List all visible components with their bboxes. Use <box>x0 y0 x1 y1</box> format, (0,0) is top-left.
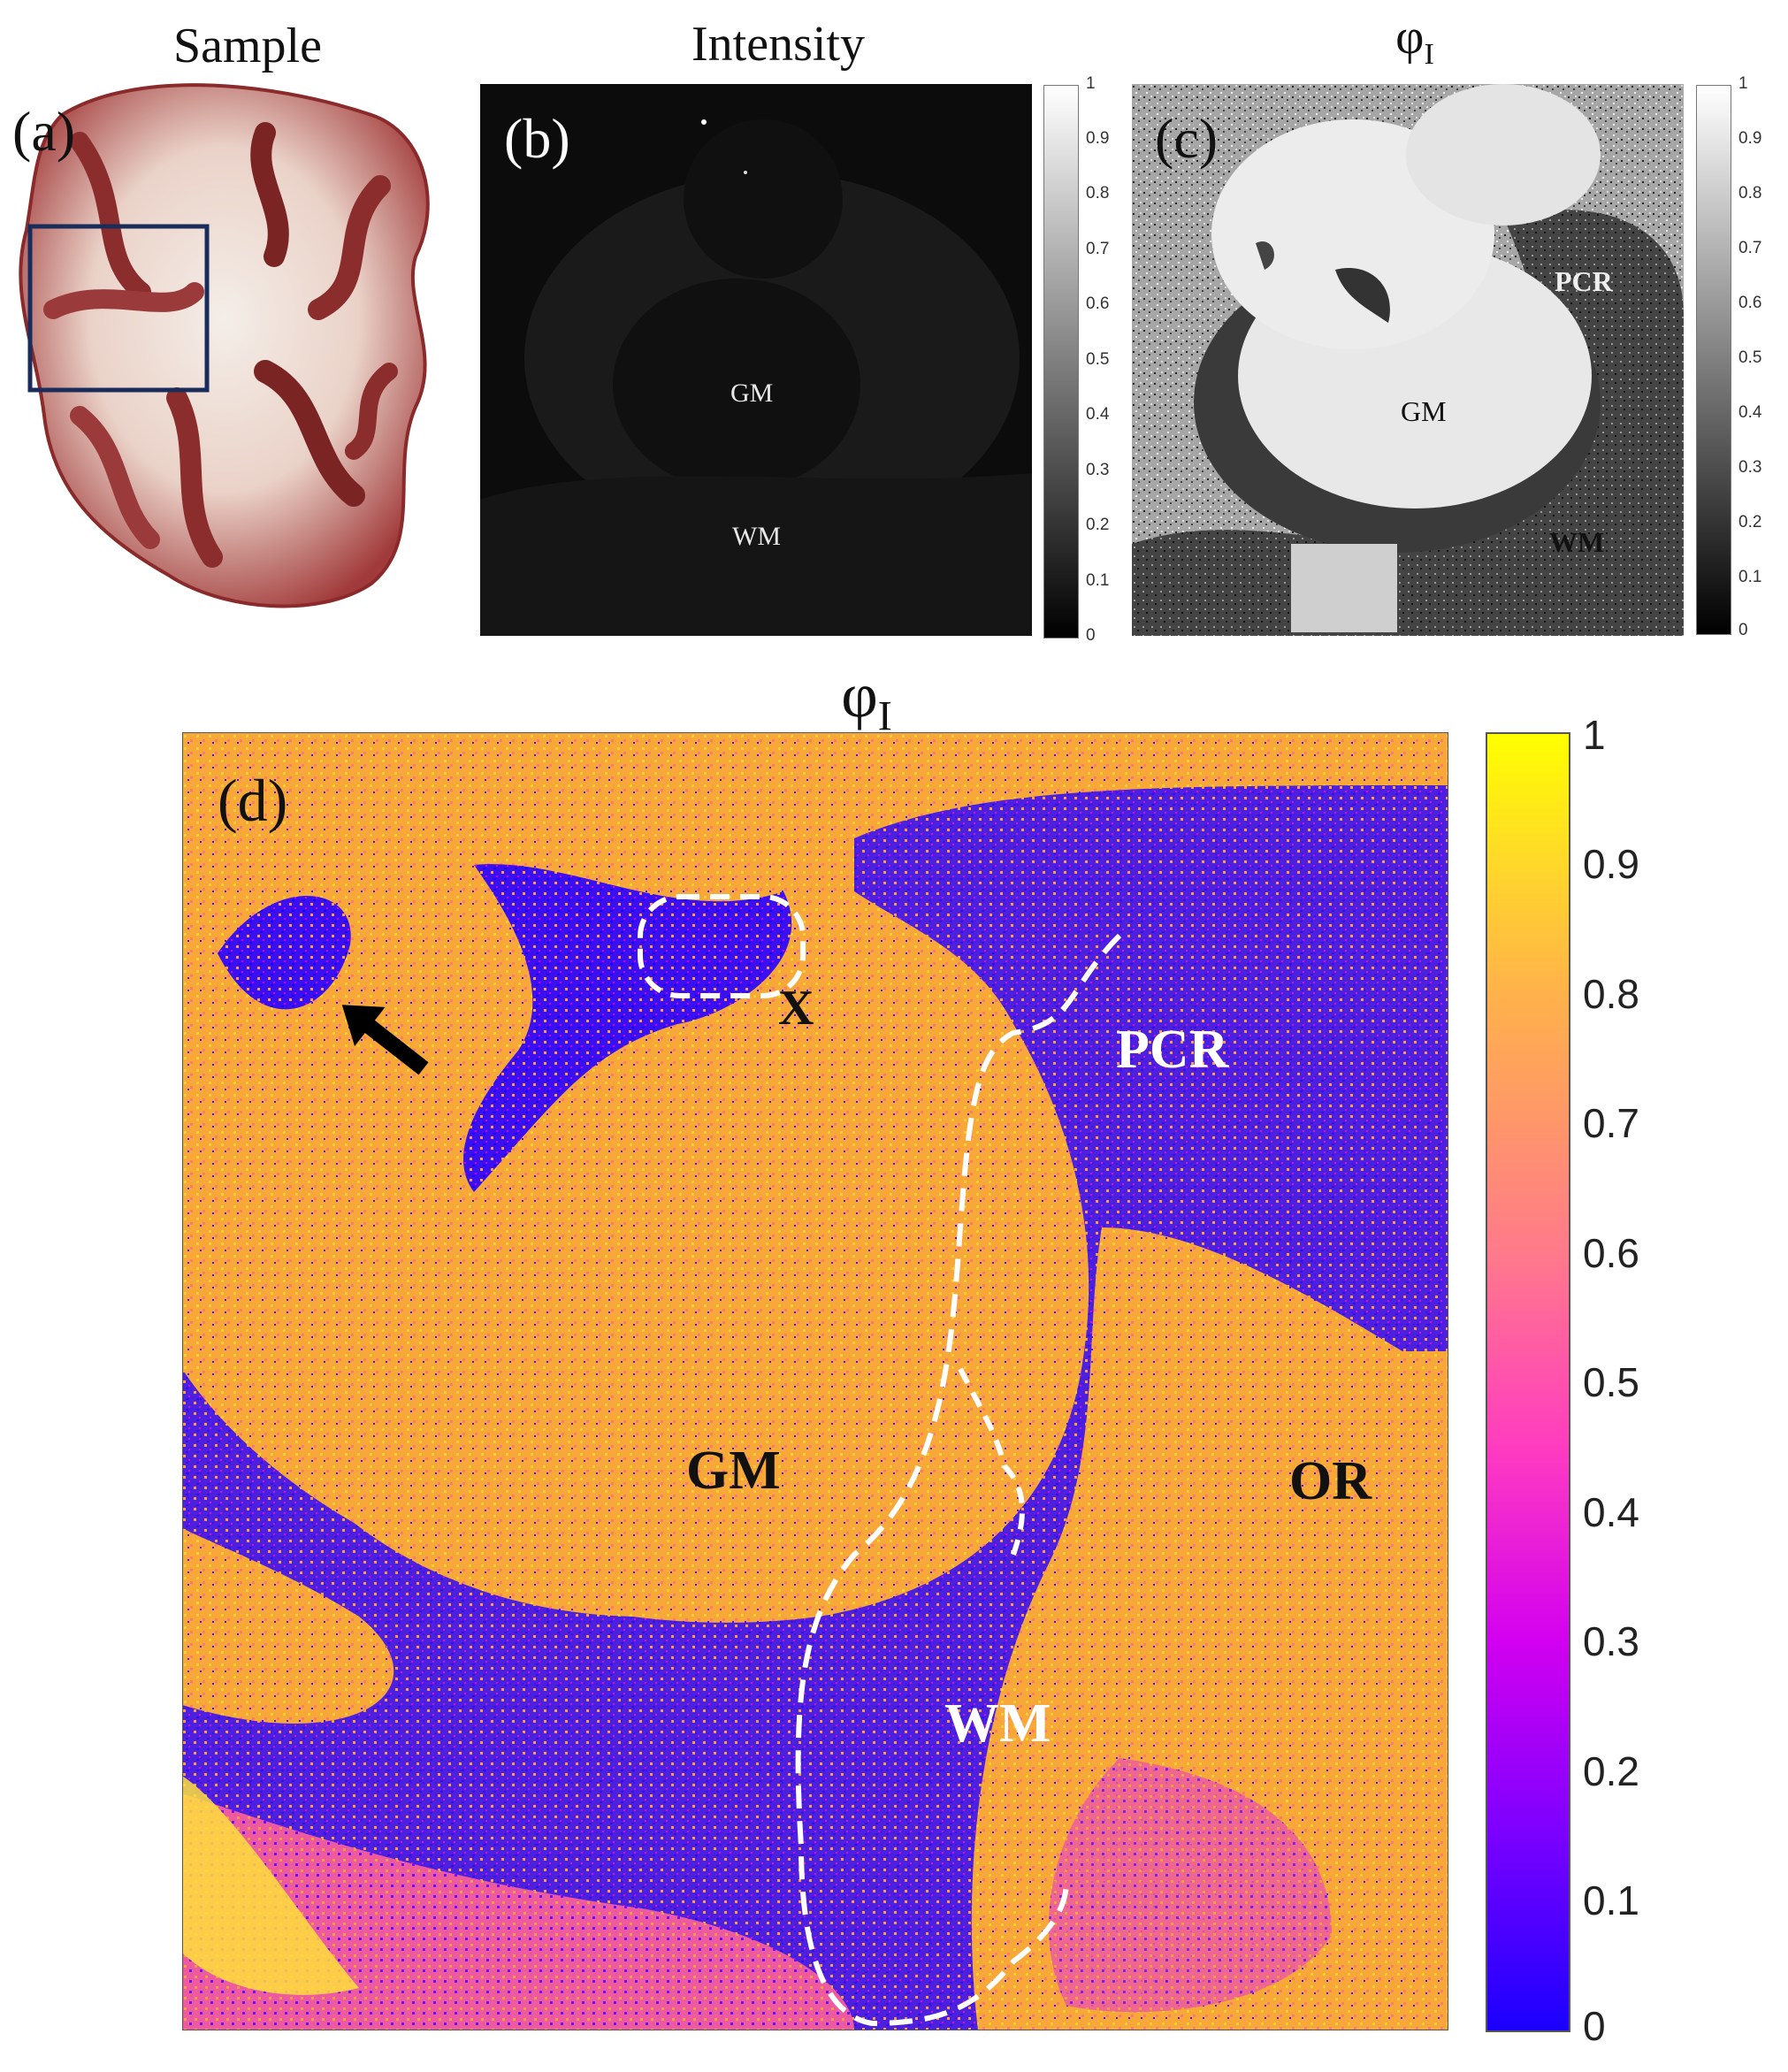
phi-grayscale-image <box>1132 84 1684 636</box>
panel-c-label-wm: WM <box>1549 526 1605 558</box>
panel-b-letter: (b) <box>504 107 570 170</box>
intensity-image <box>480 84 1032 636</box>
tick: 1 <box>1086 74 1096 93</box>
panel-d-title: φI <box>778 659 955 740</box>
tick: 0.6 <box>1583 1230 1639 1276</box>
tick: 0.7 <box>1738 239 1762 257</box>
panel-d-label-or: OR <box>1289 1451 1372 1511</box>
panel-c-label-pcr: PCR <box>1555 265 1613 297</box>
tick: 0.2 <box>1086 516 1110 534</box>
tick: 0.8 <box>1583 971 1639 1017</box>
tick: 1 <box>1738 74 1748 93</box>
phi-color-map <box>182 732 1448 2030</box>
tick: 0 <box>1738 621 1748 639</box>
black-arrow-icon <box>341 1005 429 1075</box>
tick: 0.6 <box>1086 294 1110 313</box>
brain-sample-photo <box>19 83 430 608</box>
panel-d-label-wm: WM <box>944 1694 1051 1754</box>
tick: 0.1 <box>1086 571 1110 590</box>
panel-b-colorbar <box>1043 85 1079 638</box>
tick: 0.1 <box>1583 1877 1639 1923</box>
tick: 0 <box>1583 2003 1606 2049</box>
tick: 0.3 <box>1738 458 1762 477</box>
tick: 0.6 <box>1738 294 1762 312</box>
tick: 0.1 <box>1738 568 1762 586</box>
panel-d-title-sub: I <box>877 692 892 740</box>
tick: 1 <box>1583 712 1606 758</box>
panel-c-letter: (c) <box>1155 107 1219 170</box>
selection-box <box>27 224 210 393</box>
panel-d-title-phi: φ <box>841 660 878 730</box>
tick: 0.8 <box>1086 184 1110 203</box>
tick: 0.3 <box>1086 461 1110 479</box>
tick: 0.2 <box>1583 1748 1639 1794</box>
tick: 0.7 <box>1086 240 1110 258</box>
tick: 0.5 <box>1086 350 1110 369</box>
tick: 0.9 <box>1738 129 1762 148</box>
tick: 0.8 <box>1738 184 1762 203</box>
region-x-outline <box>638 894 806 998</box>
tick: 0.7 <box>1583 1100 1639 1146</box>
or-region-outline <box>795 933 1122 2027</box>
panel-c-label-gm: GM <box>1401 395 1447 427</box>
panel-c-title-phi: φ <box>1395 10 1425 65</box>
panel-c-title-sub: I <box>1424 38 1434 72</box>
tick: 0.4 <box>1086 405 1110 424</box>
panel-b-title: Intensity <box>692 17 865 72</box>
tick: 0.2 <box>1738 513 1762 531</box>
panel-b-colorbar-ticks: 1 0.9 0.8 0.7 0.6 0.5 0.4 0.3 0.2 0.1 0 <box>1086 74 1121 645</box>
panel-c-colorbar-ticks: 1 0.9 0.8 0.7 0.6 0.5 0.4 0.3 0.2 0.1 0 <box>1738 74 1774 639</box>
panel-d-label-gm: GM <box>686 1441 781 1501</box>
panel-d-colorbar-ticks: 1 0.9 0.8 0.7 0.6 0.5 0.4 0.3 0.2 0.1 0 <box>1583 712 1671 2049</box>
tick: 0.4 <box>1738 403 1762 422</box>
tick: 0.9 <box>1086 129 1110 148</box>
tick: 0.5 <box>1738 348 1762 367</box>
panel-d-letter: (d) <box>218 767 288 834</box>
tick: 0 <box>1086 626 1096 645</box>
tick: 0.9 <box>1583 841 1639 887</box>
tick: 0.5 <box>1583 1359 1639 1405</box>
panel-b-label-gm: GM <box>730 378 774 408</box>
panel-d-colorbar <box>1486 732 1570 2032</box>
panel-a-title: Sample <box>173 19 322 73</box>
panel-b-label-wm: WM <box>732 522 781 551</box>
panel-a-letter: (a) <box>12 100 76 163</box>
panel-c-title: φI <box>1326 9 1503 72</box>
or-inner-outline <box>958 1367 1025 1556</box>
panel-d-label-pcr: PCR <box>1116 1020 1229 1080</box>
panel-c-colorbar <box>1696 85 1731 635</box>
tick: 0.3 <box>1583 1618 1639 1664</box>
tick: 0.4 <box>1583 1489 1639 1535</box>
panel-d-label-x: X <box>778 981 814 1036</box>
